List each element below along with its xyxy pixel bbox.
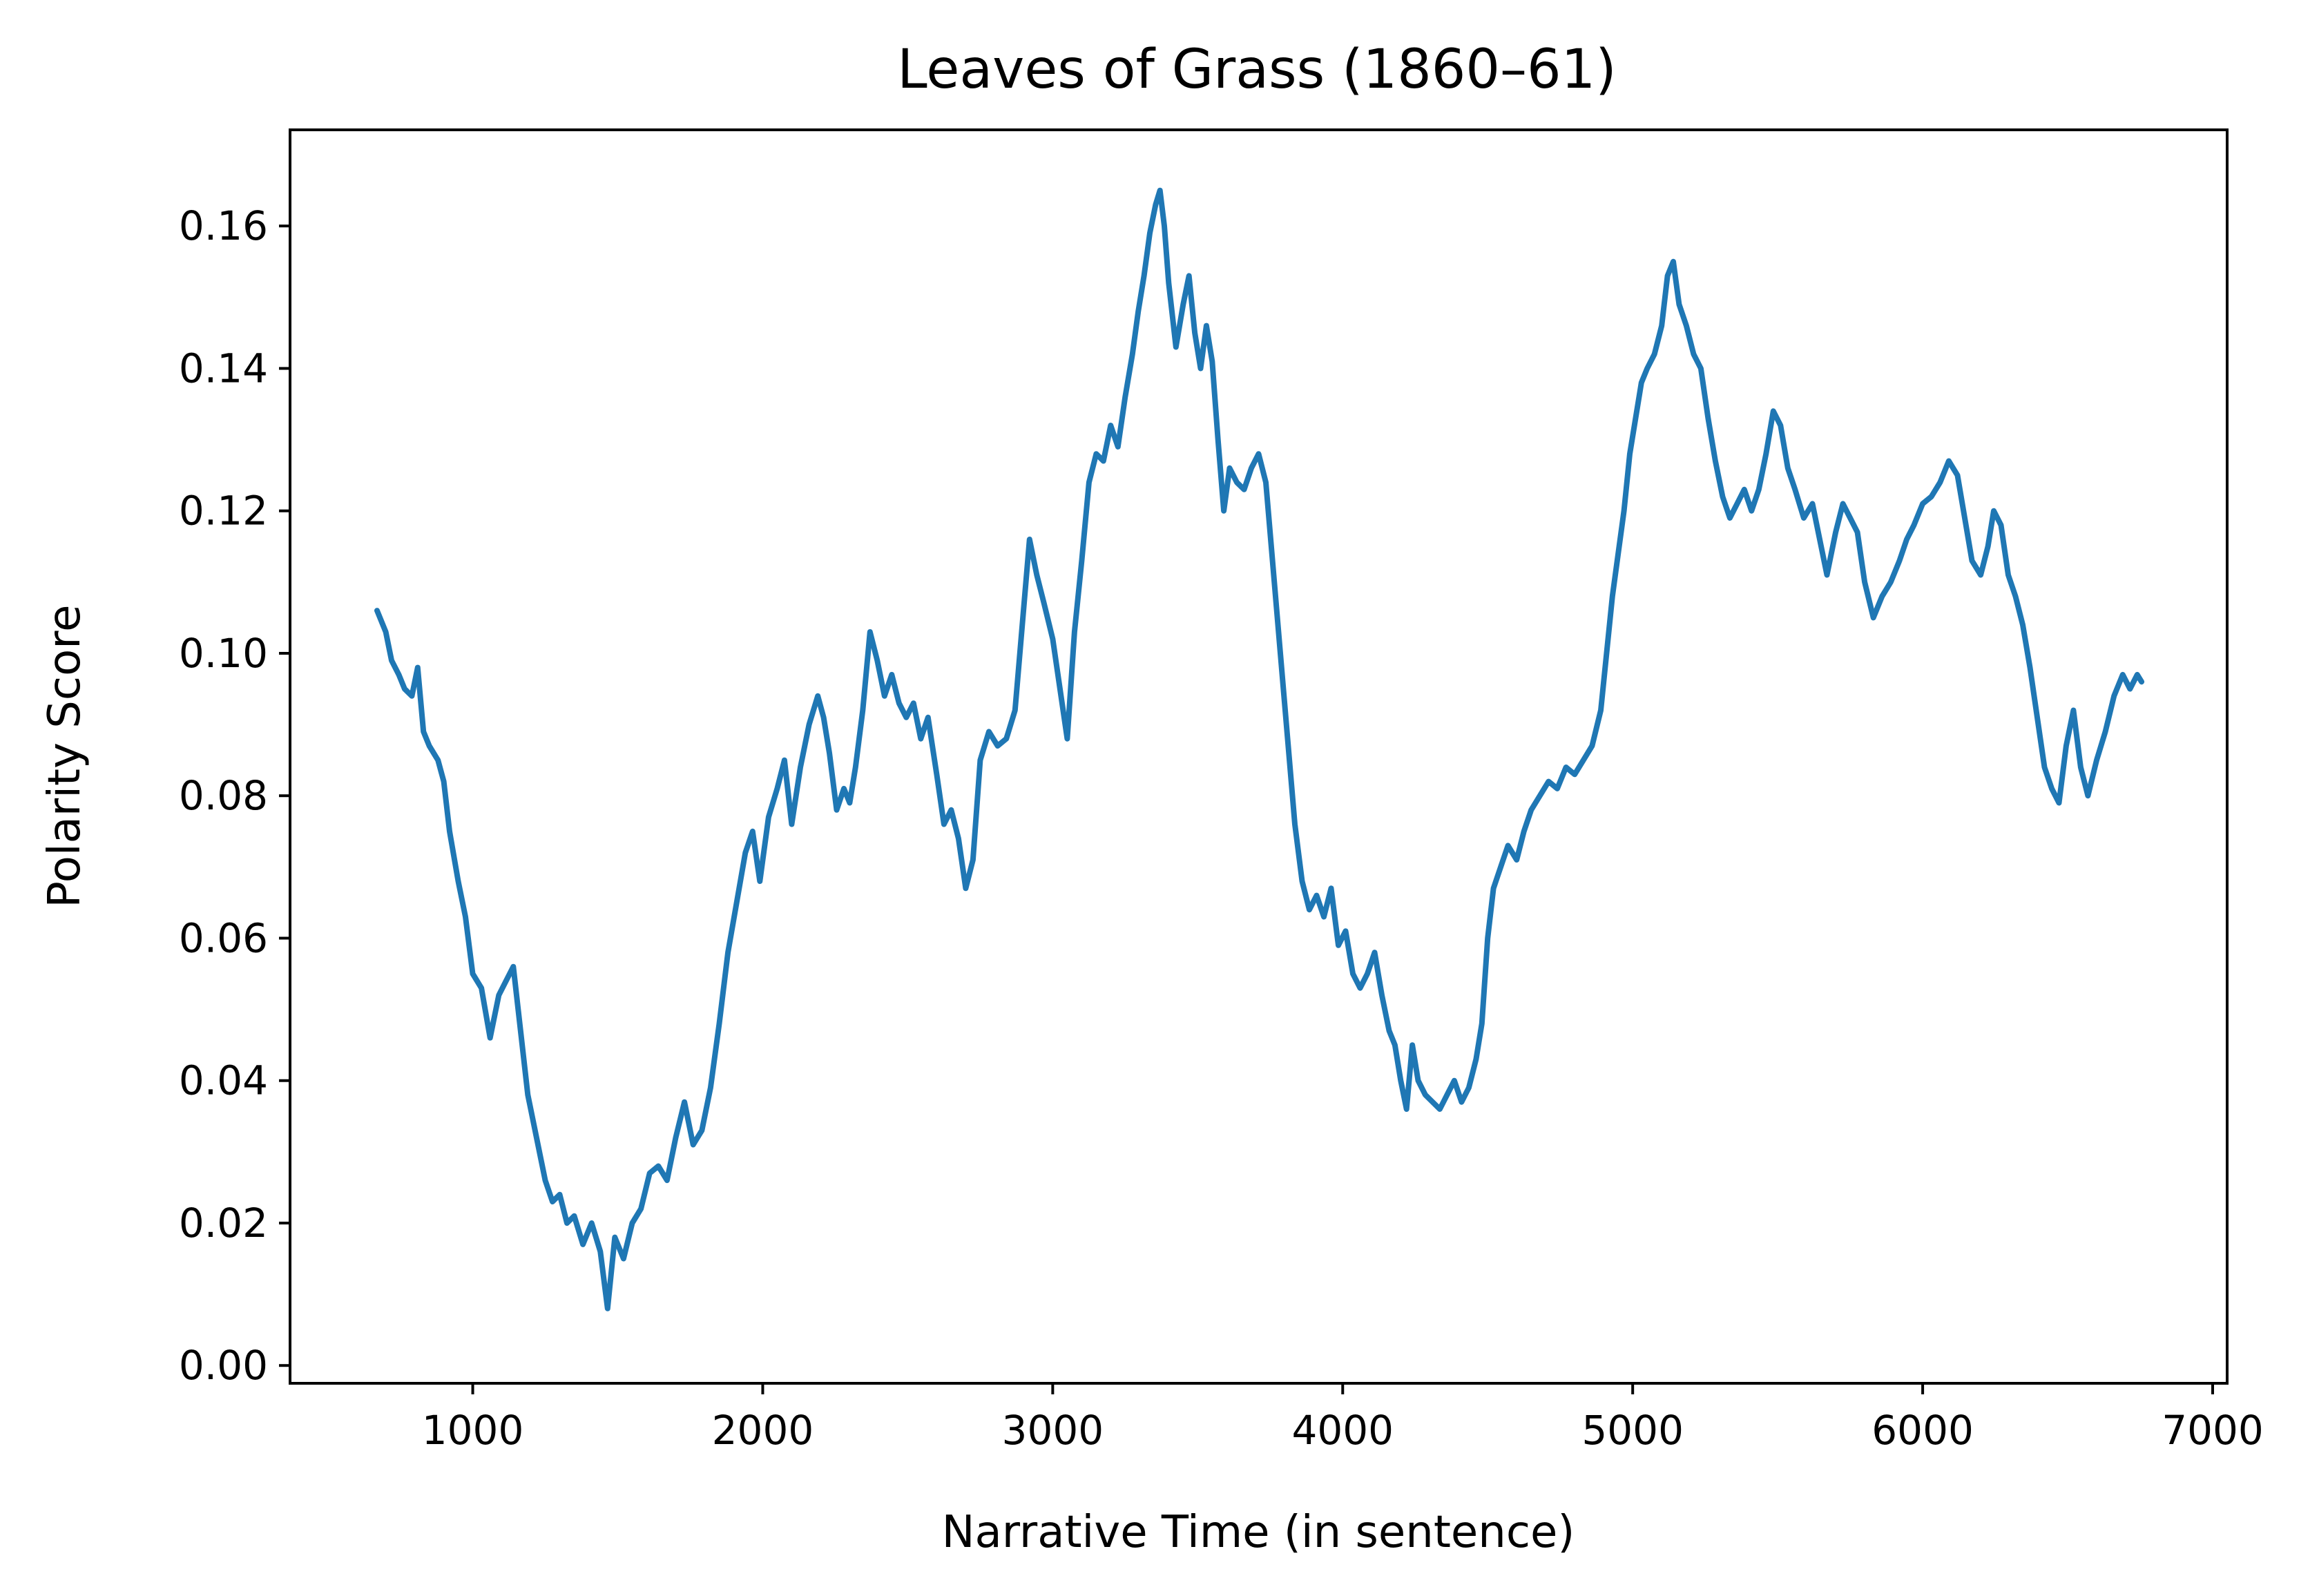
y-tick-label: 0.08 (179, 772, 268, 819)
x-tick-label: 5000 (1581, 1407, 1684, 1454)
x-tick-label: 3000 (1002, 1407, 1104, 1454)
y-axis-label: Polarity Score (39, 604, 90, 907)
x-tick-label: 2000 (712, 1407, 814, 1454)
series-line (374, 187, 2145, 1311)
y-axis: 0.00 0.02 0.04 0.06 0.08 0.10 0.12 0.14 0.16 (179, 202, 290, 1389)
y-tick-label: 0.14 (179, 345, 268, 392)
y-tick-label: 0.06 (179, 914, 268, 961)
plot-area (289, 128, 2229, 1385)
y-tick-label: 0.12 (179, 488, 268, 535)
chart-title: Leaves of Grass (1860–61) (897, 39, 1616, 101)
x-tick-label: 6000 (1871, 1407, 1974, 1454)
x-tick-label: 7000 (2162, 1407, 2264, 1454)
axes-frame (289, 128, 2229, 1385)
y-tick-label: 0.16 (179, 202, 268, 249)
y-tick-label: 0.02 (179, 1200, 268, 1247)
y-tick-label: 0.04 (179, 1057, 268, 1104)
y-tick-label: 0.10 (179, 630, 268, 677)
x-tick-label: 4000 (1291, 1407, 1394, 1454)
x-axis-label: Narrative Time (in sentence) (942, 1507, 1575, 1558)
x-axis: 1000 2000 3000 4000 5000 6000 7000 (422, 1383, 2264, 1454)
x-tick-label: 1000 (422, 1407, 524, 1454)
y-tick-label: 0.00 (179, 1342, 268, 1389)
